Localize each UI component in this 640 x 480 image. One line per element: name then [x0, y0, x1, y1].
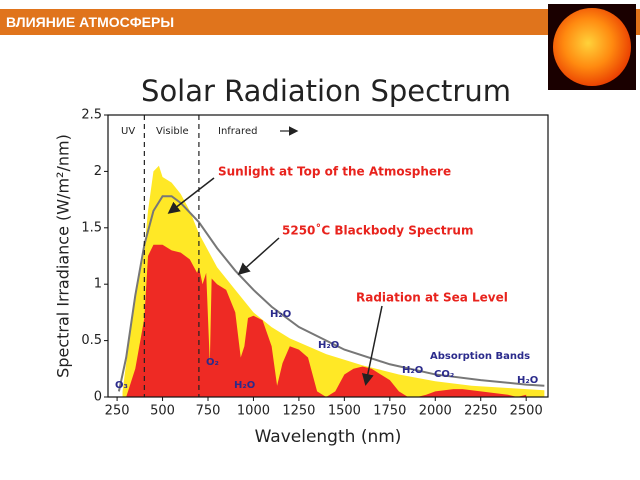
area	[126, 244, 527, 397]
y-axis-label: Spectral Irradiance (W/m²/nm)	[54, 134, 73, 378]
x-tick-label: 750	[196, 404, 221, 419]
region-label: UV	[121, 126, 135, 137]
arrow	[237, 237, 280, 276]
absorption-label: O₂	[206, 357, 219, 368]
arrow	[167, 177, 215, 214]
absorption-label: H₂O	[318, 340, 339, 351]
region-label: Infrared	[218, 126, 257, 137]
line	[117, 195, 545, 392]
x-tick-label: 2250	[464, 404, 497, 419]
absorption-label: H₂O	[234, 380, 255, 391]
x-axis-label: Wavelength (nm)	[255, 427, 402, 447]
absorption-label: CO₂	[434, 369, 454, 380]
arrow	[361, 305, 383, 386]
header-bar	[0, 9, 640, 35]
annotation: Absorption Bands	[430, 351, 530, 362]
x-tick-label: 2500	[510, 404, 543, 419]
x-tick-label: 500	[150, 404, 175, 419]
x-tick-label: 1000	[237, 404, 270, 419]
region-label: Visible	[156, 126, 189, 137]
y-tick-label: 1.5	[81, 220, 102, 235]
x-tick-label: 1500	[328, 404, 361, 419]
y-tick-label: 1	[94, 277, 102, 292]
absorption-label: O₃	[115, 380, 128, 391]
absorption-label: H₂O	[270, 309, 291, 320]
x-tick-label: 2000	[419, 404, 452, 419]
absorption-label: H₂O	[517, 375, 538, 386]
y-tick-label: 0.5	[81, 333, 102, 348]
x-tick-label: 250	[105, 404, 130, 419]
chart-title: Solar Radiation Spectrum	[141, 74, 511, 108]
sun-image	[548, 4, 636, 90]
y-tick-label: 2.5	[81, 108, 102, 123]
header-title: ВЛИЯНИЕ АТМОСФЕРЫ	[6, 14, 175, 30]
x-tick-label: 1250	[282, 404, 315, 419]
x-tick-label: 1750	[373, 404, 406, 419]
sun-disc	[553, 8, 631, 86]
y-tick-label: 0	[94, 390, 102, 405]
annotation: Radiation at Sea Level	[356, 291, 508, 305]
plot-frame	[107, 114, 549, 398]
annotation: Sunlight at Top of the Atmosphere	[218, 165, 451, 179]
y-tick-label: 2	[94, 164, 102, 179]
annotation: 5250˚C Blackbody Spectrum	[282, 223, 473, 238]
absorption-label: H₂O	[402, 365, 423, 376]
